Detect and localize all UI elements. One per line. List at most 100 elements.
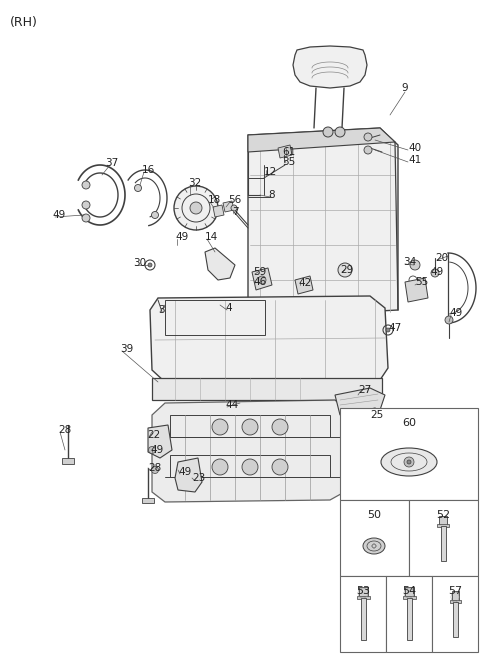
Text: 50: 50 xyxy=(367,510,381,520)
Polygon shape xyxy=(152,400,348,502)
Text: 49: 49 xyxy=(178,467,191,477)
Ellipse shape xyxy=(82,201,90,209)
Bar xyxy=(386,576,432,652)
Ellipse shape xyxy=(212,419,228,435)
Ellipse shape xyxy=(445,316,453,324)
Text: 49: 49 xyxy=(150,445,163,455)
Polygon shape xyxy=(148,425,172,458)
Ellipse shape xyxy=(407,460,411,464)
Polygon shape xyxy=(295,276,313,294)
Text: 12: 12 xyxy=(264,167,277,177)
Text: 55: 55 xyxy=(415,277,428,287)
Text: 30: 30 xyxy=(133,258,146,268)
Ellipse shape xyxy=(82,214,90,222)
Bar xyxy=(439,516,447,526)
Polygon shape xyxy=(345,408,388,432)
Bar xyxy=(340,500,409,576)
Ellipse shape xyxy=(190,202,202,214)
Text: 28: 28 xyxy=(58,425,71,435)
Text: 59: 59 xyxy=(253,267,266,277)
Text: 61: 61 xyxy=(282,147,295,157)
Text: 8: 8 xyxy=(268,190,275,200)
Ellipse shape xyxy=(386,328,390,332)
Ellipse shape xyxy=(174,186,218,230)
Bar xyxy=(403,596,416,599)
Text: 47: 47 xyxy=(388,323,401,333)
Text: 20: 20 xyxy=(435,253,448,263)
Ellipse shape xyxy=(381,448,437,476)
Bar xyxy=(437,524,449,527)
Ellipse shape xyxy=(410,260,420,270)
Text: (RH): (RH) xyxy=(10,16,38,29)
Ellipse shape xyxy=(272,419,288,435)
Bar xyxy=(452,591,459,602)
Polygon shape xyxy=(293,46,367,88)
Bar xyxy=(405,587,414,598)
Bar xyxy=(170,415,330,437)
Text: 28: 28 xyxy=(148,463,161,473)
Ellipse shape xyxy=(242,459,258,475)
Text: 22: 22 xyxy=(147,430,160,440)
Text: 41: 41 xyxy=(408,155,421,165)
Text: 56: 56 xyxy=(228,195,241,205)
Polygon shape xyxy=(150,296,388,382)
Ellipse shape xyxy=(212,459,228,475)
Text: 23: 23 xyxy=(192,473,205,483)
Bar xyxy=(441,526,446,561)
Ellipse shape xyxy=(258,276,266,284)
Text: 54: 54 xyxy=(402,586,416,596)
Ellipse shape xyxy=(152,466,158,474)
Polygon shape xyxy=(205,248,235,280)
Text: 27: 27 xyxy=(358,385,371,395)
Polygon shape xyxy=(248,128,398,318)
Bar xyxy=(170,455,330,477)
Text: 18: 18 xyxy=(208,195,221,205)
Bar xyxy=(432,576,478,652)
Ellipse shape xyxy=(82,181,90,189)
Text: 42: 42 xyxy=(298,278,311,288)
Text: 37: 37 xyxy=(105,158,118,168)
Ellipse shape xyxy=(134,184,142,192)
Ellipse shape xyxy=(148,263,152,267)
Bar xyxy=(407,598,412,640)
Text: 39: 39 xyxy=(120,344,133,354)
Text: 44: 44 xyxy=(225,400,238,410)
Ellipse shape xyxy=(242,419,258,435)
Ellipse shape xyxy=(431,269,439,277)
Text: 57: 57 xyxy=(448,586,462,596)
Bar xyxy=(340,576,386,652)
Ellipse shape xyxy=(404,457,414,467)
Text: 25: 25 xyxy=(370,410,383,420)
Ellipse shape xyxy=(148,447,156,453)
Polygon shape xyxy=(278,145,292,158)
Polygon shape xyxy=(175,458,202,492)
Text: 60: 60 xyxy=(402,418,416,428)
Text: 49: 49 xyxy=(175,232,188,242)
Text: 40: 40 xyxy=(408,143,421,153)
Ellipse shape xyxy=(272,459,288,475)
Polygon shape xyxy=(335,388,385,415)
Ellipse shape xyxy=(338,263,352,277)
Text: 14: 14 xyxy=(205,232,218,242)
Text: 32: 32 xyxy=(188,178,201,188)
Ellipse shape xyxy=(364,146,372,154)
Bar xyxy=(142,498,154,503)
Bar xyxy=(453,602,458,637)
Text: 9: 9 xyxy=(401,83,408,93)
Ellipse shape xyxy=(323,127,333,137)
Ellipse shape xyxy=(364,133,372,141)
Text: 7: 7 xyxy=(232,207,239,217)
Polygon shape xyxy=(213,205,224,217)
Text: 49: 49 xyxy=(430,267,443,277)
Ellipse shape xyxy=(335,127,345,137)
Polygon shape xyxy=(223,201,234,212)
Bar xyxy=(357,596,370,599)
Ellipse shape xyxy=(363,538,385,554)
Text: 49: 49 xyxy=(449,308,462,318)
Text: 35: 35 xyxy=(282,157,295,167)
Text: 52: 52 xyxy=(436,510,450,520)
Text: 46: 46 xyxy=(253,277,266,287)
Bar xyxy=(409,500,478,576)
Text: 16: 16 xyxy=(142,165,155,175)
Bar xyxy=(361,598,366,640)
